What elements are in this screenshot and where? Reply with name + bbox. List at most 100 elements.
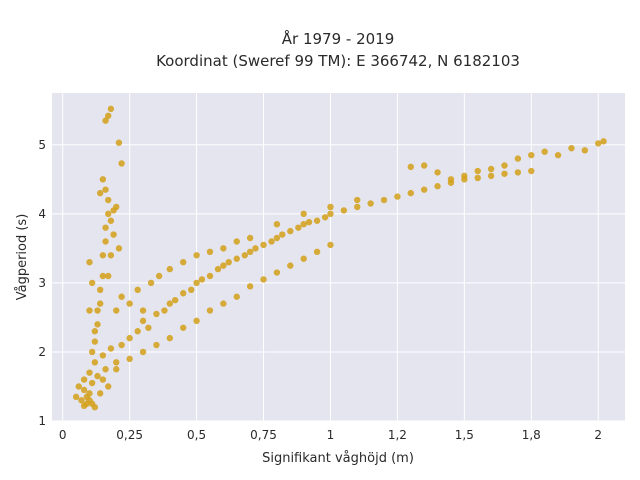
y-tick-label: 4	[38, 207, 46, 221]
data-point	[86, 369, 93, 376]
data-point	[94, 321, 101, 328]
data-point	[206, 248, 214, 256]
data-point	[600, 138, 607, 145]
data-point	[206, 272, 214, 280]
data-point	[80, 386, 88, 394]
data-point	[233, 293, 240, 300]
data-point	[102, 238, 109, 245]
data-point	[420, 162, 428, 169]
data-point	[96, 300, 104, 307]
data-point	[233, 238, 240, 245]
data-point	[287, 227, 294, 235]
data-point	[107, 105, 115, 113]
data-point	[105, 112, 112, 119]
data-point	[214, 265, 222, 273]
data-point	[434, 169, 441, 176]
data-point	[99, 176, 107, 183]
data-point	[327, 203, 334, 211]
data-point	[287, 262, 294, 269]
data-point	[206, 307, 214, 314]
data-point	[327, 210, 334, 218]
data-point	[340, 207, 348, 214]
data-point	[273, 234, 281, 242]
data-point	[220, 262, 227, 269]
data-point	[78, 397, 85, 404]
data-point	[99, 352, 107, 359]
data-point	[166, 334, 174, 342]
x-tick-label: 2	[594, 428, 602, 442]
y-tick-labels: 1 2 3 4 5	[38, 138, 46, 428]
data-point	[99, 272, 107, 280]
data-point	[118, 160, 125, 167]
data-point	[188, 286, 195, 293]
data-point	[501, 170, 508, 177]
data-point	[102, 117, 109, 124]
data-point	[461, 172, 468, 180]
data-point	[568, 145, 575, 152]
y-tick-label: 3	[38, 276, 46, 290]
y-tick-label: 5	[38, 138, 46, 152]
data-point	[380, 196, 388, 204]
data-point	[110, 207, 117, 214]
x-tick-label: 0,75	[250, 428, 277, 442]
data-point	[487, 172, 495, 180]
data-point	[96, 286, 104, 293]
data-point	[88, 348, 96, 356]
data-point	[246, 234, 254, 242]
x-tick-label: 1	[327, 428, 335, 442]
x-tick-labels: 0 0,25 0,5 0,75 1 1,2 1,5 1,8 2	[59, 428, 602, 442]
data-point	[115, 245, 123, 252]
data-point	[80, 402, 88, 410]
data-point	[105, 210, 112, 218]
data-point	[86, 258, 93, 266]
data-point	[354, 203, 361, 211]
grid-lines	[52, 93, 625, 422]
plot-area	[52, 93, 625, 421]
data-point	[118, 293, 125, 300]
data-point	[115, 139, 123, 146]
data-point	[180, 258, 187, 266]
data-point	[246, 283, 254, 290]
data-point	[96, 189, 104, 197]
data-point	[420, 186, 428, 193]
x-tick-label: 0,25	[116, 428, 143, 442]
data-point	[246, 248, 254, 256]
data-point	[279, 231, 286, 238]
chart-subtitle: Koordinat (Sweref 99 TM): E 366742, N 61…	[156, 52, 520, 70]
data-point	[487, 165, 495, 173]
data-point	[300, 255, 307, 262]
data-point	[260, 241, 267, 249]
data-point	[434, 183, 441, 190]
data-point	[180, 290, 187, 297]
x-tick-label: 0,5	[187, 428, 206, 442]
data-point	[113, 307, 120, 314]
data-point	[139, 307, 147, 314]
data-point	[171, 296, 179, 304]
data-point	[193, 252, 200, 259]
data-point	[313, 217, 321, 224]
data-point	[313, 248, 321, 256]
chart-title: År 1979 - 2019	[282, 29, 395, 48]
data-point	[514, 169, 522, 176]
data-point	[75, 383, 82, 390]
data-point	[153, 341, 160, 349]
data-point	[126, 334, 133, 342]
data-point	[166, 265, 174, 273]
data-point	[514, 155, 522, 162]
data-point	[166, 300, 174, 307]
data-point	[252, 245, 259, 252]
data-point	[233, 255, 240, 262]
data-point	[528, 167, 535, 175]
data-point	[126, 355, 133, 363]
data-point	[83, 393, 91, 401]
data-point	[474, 174, 481, 182]
data-point	[113, 359, 120, 366]
data-point	[102, 186, 109, 193]
data-point	[110, 231, 117, 238]
data-point	[126, 300, 133, 307]
data-point	[139, 348, 147, 356]
data-point	[99, 252, 107, 259]
data-point	[541, 148, 548, 155]
data-point	[305, 218, 313, 226]
x-tick-label: 1,5	[455, 428, 474, 442]
